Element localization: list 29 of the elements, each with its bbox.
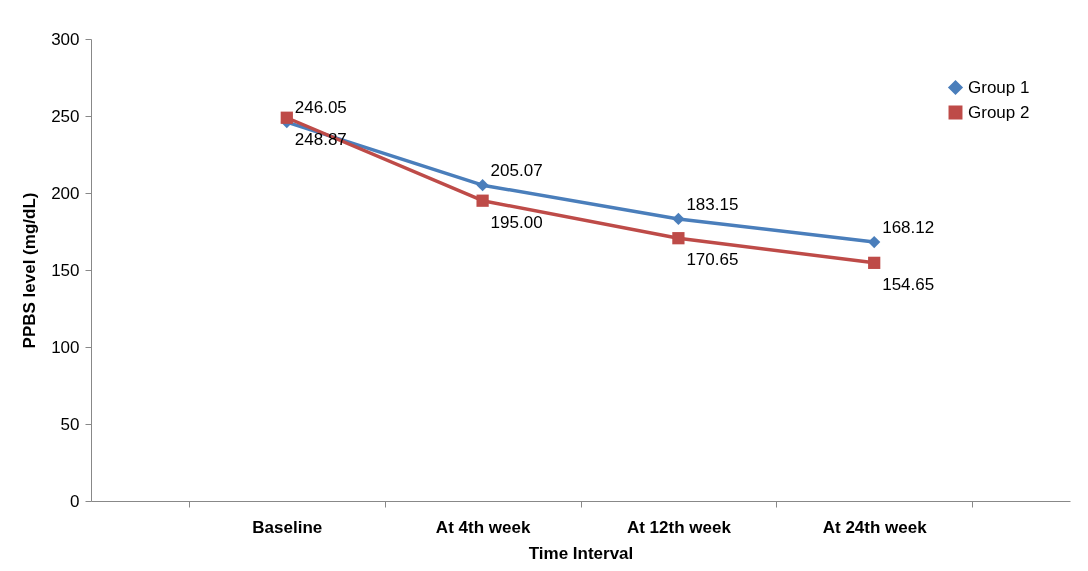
y-tick-label: 150 [51,260,80,280]
point [476,179,489,192]
y-tick-label: 300 [51,29,80,49]
y-tick-label: 250 [51,106,80,126]
data-label: 205.07 [490,161,543,181]
x-tick-label: At 4th week [435,517,531,537]
legend-label: Group 2 [968,102,1030,122]
data-label: 170.65 [686,250,739,270]
point [672,232,685,245]
y-tick-label: 50 [60,414,80,434]
y-axis-title: PPBS level (mg/dL) [20,192,40,349]
y-tick-label: 200 [51,183,80,203]
data-label: 168.12 [882,218,935,238]
data-label: 154.65 [882,274,935,294]
x-tick-label: Baseline [252,517,323,537]
point [280,111,293,124]
y-tick-label: 100 [51,337,80,357]
point [868,256,881,269]
x-axis-title: Time Interval [528,543,634,563]
y-tick-label: 0 [70,491,80,511]
legend-label: Group 1 [968,77,1030,97]
data-label: 183.15 [686,194,739,214]
data-label: 246.05 [294,98,347,118]
point [868,235,881,249]
point [672,212,685,226]
x-tick-label: At 24th week [822,517,928,537]
data-label: 195.00 [490,212,543,232]
point [476,194,489,207]
x-tick-label: At 12th week [626,517,732,537]
